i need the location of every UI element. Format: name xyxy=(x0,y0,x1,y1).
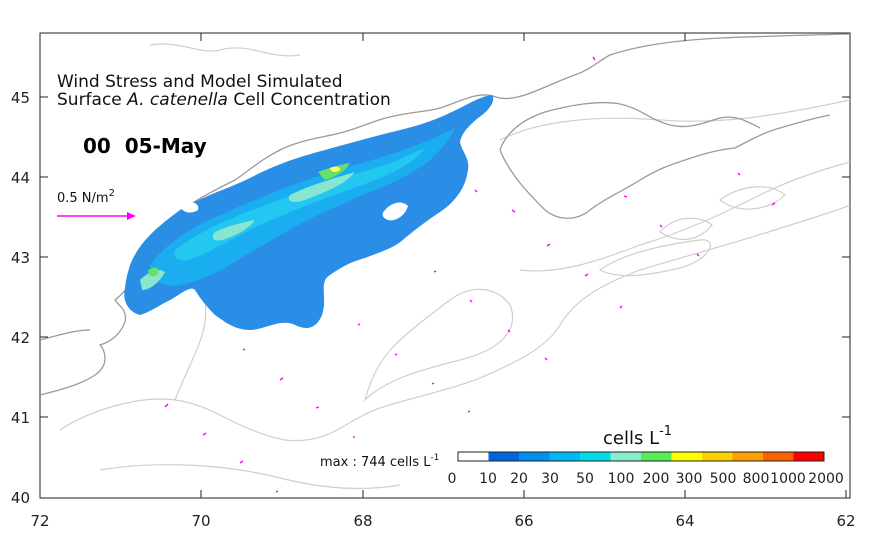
colorbar-tick-label: 800 xyxy=(743,471,770,487)
wind-scale-exponent: 2 xyxy=(109,188,115,199)
timestamp: 00 05-May xyxy=(83,134,207,158)
cell-concentration-field xyxy=(124,95,494,330)
wind-scale-arrow xyxy=(57,212,136,220)
colorbar-tick-label: 100 xyxy=(608,471,635,487)
colorbar-tick-label: 200 xyxy=(643,471,670,487)
wind-scale-label: 0.5 N/m2 xyxy=(57,188,115,206)
colorbar-tick-label: 30 xyxy=(541,471,559,487)
chart-title-line2: Surface A. catenella Cell Concentration xyxy=(57,90,391,110)
colorbar-swatch xyxy=(763,452,794,461)
x-tick-label: 70 xyxy=(191,512,210,530)
x-tick-label: 62 xyxy=(836,512,855,530)
colorbar-tick-label: 50 xyxy=(576,471,594,487)
chart-title-line1: Wind Stress and Model Simulated xyxy=(57,72,343,92)
colorbar-tick-label: 20 xyxy=(510,471,528,487)
x-tick-label: 66 xyxy=(514,512,533,530)
colorbar-tick-label: 1000 xyxy=(770,471,806,487)
x-tick-label: 72 xyxy=(30,512,49,530)
species-name: A. catenella xyxy=(126,90,228,110)
title-prefix: Surface xyxy=(57,90,127,110)
colorbar-tick-label: 500 xyxy=(710,471,737,487)
colorbar-swatch xyxy=(458,452,489,461)
y-tick-label: 41 xyxy=(11,409,30,427)
colorbar-swatch xyxy=(641,452,672,461)
colorbar-swatch xyxy=(793,452,825,461)
y-tick-labels: 45 44 43 42 41 40 xyxy=(11,89,30,507)
max-exponent: -1 xyxy=(430,453,439,463)
x-tick-label: 64 xyxy=(675,512,694,530)
y-tick-label: 40 xyxy=(11,489,30,507)
colorbar-swatch xyxy=(732,452,764,461)
colorbar-swatch xyxy=(519,452,550,461)
colorbar-tick-label: 2000 xyxy=(808,471,844,487)
units-text: cells L xyxy=(603,428,659,449)
wind-stress-vectors xyxy=(164,56,776,493)
bathymetry-contours xyxy=(59,43,851,490)
colorbar-tick-label: 300 xyxy=(676,471,703,487)
colorbar-swatch xyxy=(580,452,611,461)
y-tick-label: 43 xyxy=(11,249,30,267)
colorbar-swatch xyxy=(549,452,581,461)
y-tick-label: 42 xyxy=(11,329,30,347)
title-suffix: Cell Concentration xyxy=(228,90,391,110)
units-exponent: -1 xyxy=(659,424,672,439)
colorbar-swatch xyxy=(610,452,642,461)
colorbar-swatch xyxy=(671,452,703,461)
plot-frame xyxy=(39,32,851,499)
colorbar-tick-label: 0 xyxy=(448,471,457,487)
colorbar-swatch xyxy=(702,452,733,461)
x-tick-labels: 72 70 68 66 64 62 xyxy=(30,512,855,530)
max-text: max : 744 cells L xyxy=(320,455,431,470)
max-label: max : 744 cells L-1 xyxy=(320,453,439,470)
colorbar-border xyxy=(457,451,825,462)
coastline xyxy=(39,33,851,396)
colorbar-tick-label: 10 xyxy=(479,471,497,487)
colorbar: 0 10 20 30 50 100 200 300 500 800 1000 2000 xyxy=(448,451,844,487)
colorbar-swatch xyxy=(488,452,520,461)
x-tick-label: 68 xyxy=(353,512,372,530)
axis-ticks xyxy=(39,33,850,498)
y-tick-label: 45 xyxy=(11,89,30,107)
colorbar-units: cells L-1 xyxy=(603,424,672,449)
y-tick-label: 44 xyxy=(11,169,30,187)
wind-scale-text: 0.5 N/m xyxy=(57,191,109,206)
